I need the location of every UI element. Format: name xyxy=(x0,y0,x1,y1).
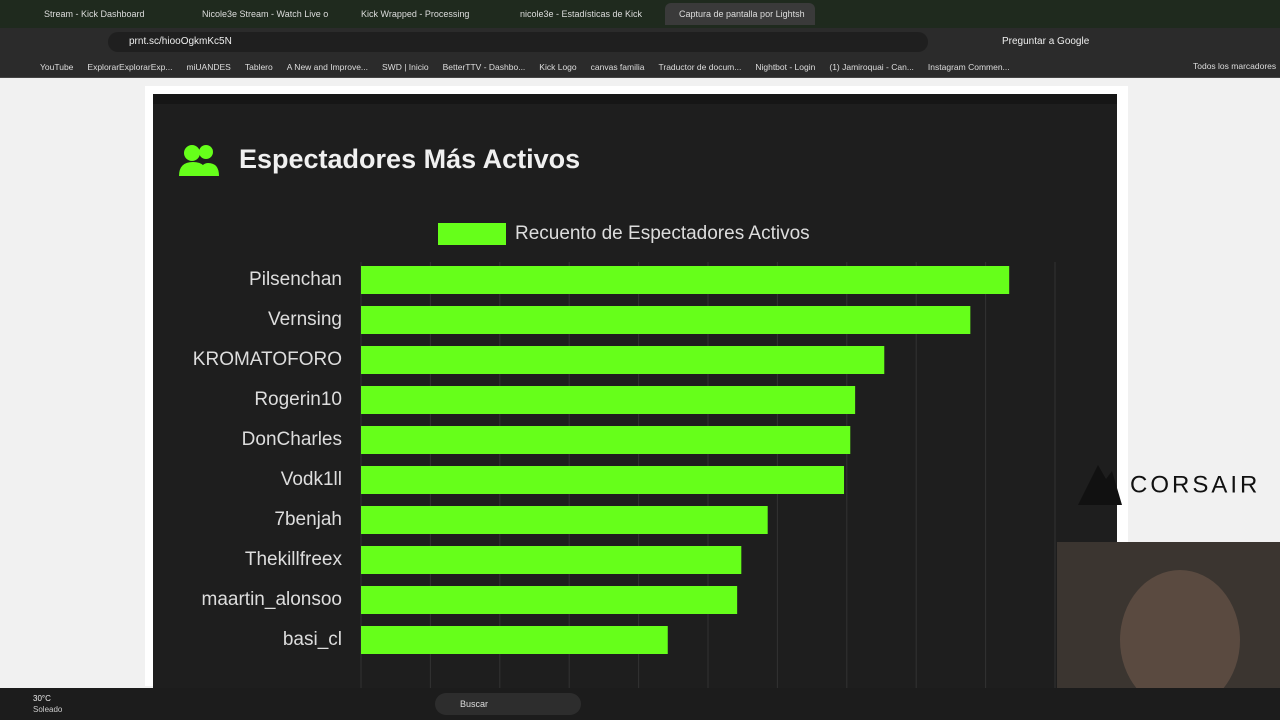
taskbar: 30°C Soleado Buscar xyxy=(0,688,1280,720)
y-tick-label: 7benjah xyxy=(274,509,342,530)
bar xyxy=(361,426,851,454)
url: prnt.sc/hiooOgkmKc5N xyxy=(129,36,232,47)
chart: Espectadores Más Activos Recuento de Esp… xyxy=(145,86,1280,688)
user-icon xyxy=(199,145,213,159)
omnibox[interactable] xyxy=(108,32,928,52)
address-bar: prnt.sc/hiooOgkmKc5N Preguntar a Google xyxy=(0,28,1280,56)
bookmark[interactable]: canvas familia xyxy=(590,62,645,72)
bar xyxy=(361,346,885,374)
tab[interactable]: Nicole3e Stream - Watch Live o xyxy=(202,9,329,19)
legend-label: Recuento de Espectadores Activos xyxy=(515,223,810,244)
bookmarks-bar: YouTube ExplorarExplorarExp... miUANDES Tab… xyxy=(0,56,1280,78)
y-tick-label: Thekillfreex xyxy=(245,549,343,570)
bookmark[interactable]: miUANDES xyxy=(186,62,231,72)
sponsor-icon xyxy=(1078,465,1122,505)
bookmark[interactable]: SWD | Inicio xyxy=(382,62,429,72)
bookmark[interactable]: Kick Logo xyxy=(539,62,577,72)
bar xyxy=(361,306,971,334)
tab[interactable]: nicole3e - Estadísticas de Kick xyxy=(520,9,643,19)
tab[interactable]: Kick Wrapped - Processing xyxy=(361,9,470,19)
bar xyxy=(361,626,668,654)
sponsor-logo: CORSAIR xyxy=(1130,471,1260,498)
y-tick-label: Pilsenchan xyxy=(249,269,342,290)
bookmark[interactable]: Tablero xyxy=(244,62,273,72)
search-label: Buscar xyxy=(460,699,489,709)
bookmark[interactable]: Traductor de docum... xyxy=(658,62,742,72)
card-header xyxy=(153,94,1117,104)
search-box[interactable] xyxy=(435,693,581,715)
y-tick-label: Vernsing xyxy=(268,309,342,330)
bookmark[interactable]: Instagram Commen... xyxy=(927,62,1010,72)
bar xyxy=(361,546,742,574)
user-icon xyxy=(184,145,200,161)
tab[interactable]: Captura de pantalla por Lightsh xyxy=(665,3,815,25)
webcam-person xyxy=(1120,570,1240,688)
y-tick-label: KROMATOFORO xyxy=(193,349,342,370)
bookmark[interactable]: YouTube xyxy=(40,62,74,72)
ask-google[interactable]: Preguntar a Google xyxy=(1002,36,1090,47)
tab[interactable]: Stream - Kick Dashboard xyxy=(44,9,145,19)
bookmark[interactable]: A New and Improve... xyxy=(286,62,369,72)
weather: Soleado xyxy=(33,705,63,714)
bookmark[interactable]: BetterTTV - Dashbo... xyxy=(442,62,526,72)
chart-title: Espectadores Más Activos xyxy=(239,144,580,174)
user-icon xyxy=(179,162,219,176)
y-tick-label: maartin_alonsoo xyxy=(202,589,342,610)
bar xyxy=(361,266,1010,294)
bar xyxy=(361,506,768,534)
y-tick-label: basi_cl xyxy=(283,629,342,650)
bookmark[interactable]: Nightbot - Login xyxy=(755,62,816,72)
bar xyxy=(361,466,845,494)
all-bookmarks[interactable]: Todos los marcadores xyxy=(1193,61,1277,71)
temperature: 30°C xyxy=(33,694,51,703)
y-tick-label: Rogerin10 xyxy=(254,389,342,410)
bar xyxy=(361,586,738,614)
legend-swatch xyxy=(438,223,506,245)
bookmark[interactable]: ExplorarExplorarExp... xyxy=(87,62,173,72)
y-tick-label: DonCharles xyxy=(242,429,342,450)
tab-bar: Stream - Kick Dashboard Nicole3e Stream -… xyxy=(0,0,1280,28)
bookmark[interactable]: (1) Jamiroquai - Can... xyxy=(829,62,914,72)
y-tick-label: Vodk1ll xyxy=(281,469,342,490)
bar xyxy=(361,386,856,414)
